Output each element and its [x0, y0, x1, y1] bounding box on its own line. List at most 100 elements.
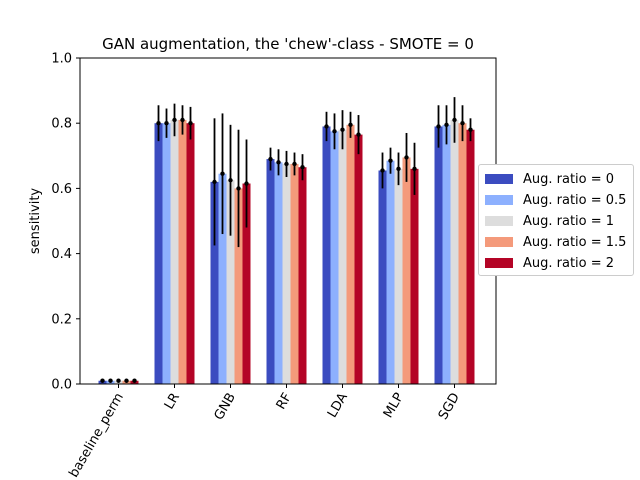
bar — [242, 183, 251, 384]
data-point — [180, 117, 185, 123]
chart-title: GAN augmentation, the 'chew'-class - SMO… — [102, 35, 474, 53]
data-point — [108, 378, 113, 383]
data-point — [332, 129, 337, 134]
y-tick-label: 0.2 — [51, 312, 72, 327]
bar — [290, 163, 299, 384]
legend-label: Aug. ratio = 1.5 — [523, 234, 627, 250]
bar — [282, 163, 291, 384]
legend-item: Aug. ratio = 0.5 — [485, 191, 626, 209]
data-point — [268, 156, 273, 162]
legend-item: Aug. ratio = 1 — [485, 212, 614, 230]
bar — [394, 168, 403, 384]
y-axis-label: sensitivity — [28, 188, 43, 255]
data-point — [444, 122, 449, 128]
data-point — [172, 117, 177, 123]
data-point — [300, 165, 305, 170]
y-tick-label: 0.4 — [51, 247, 72, 262]
y-tick-label: 0.6 — [51, 182, 72, 197]
bar — [186, 123, 195, 384]
data-point — [404, 155, 409, 160]
data-point — [436, 124, 441, 129]
x-axis: baseline_perm LR GNB RF LDA MLP SGD — [66, 384, 463, 480]
bar — [322, 126, 331, 385]
bar — [226, 180, 235, 384]
legend-label: Aug. ratio = 1 — [523, 213, 615, 229]
bar — [450, 119, 459, 384]
bar — [210, 181, 219, 384]
data-point — [100, 378, 105, 383]
data-point — [356, 132, 361, 137]
data-point — [388, 158, 393, 163]
x-tick-label: SGD — [436, 391, 463, 423]
data-point — [188, 121, 193, 126]
y-tick-label: 0.8 — [51, 117, 72, 132]
bar — [298, 167, 307, 384]
bar — [434, 126, 443, 385]
bar — [402, 157, 411, 384]
data-point — [124, 378, 129, 383]
bar — [386, 160, 395, 384]
bar — [410, 168, 419, 384]
x-tick-label: GNB — [212, 391, 239, 423]
bar — [458, 123, 467, 384]
data-point — [396, 166, 401, 172]
bar — [346, 124, 355, 384]
data-point — [132, 378, 137, 383]
data-point — [348, 122, 353, 128]
data-point — [276, 160, 281, 165]
legend-swatch — [485, 258, 513, 268]
x-tick-label: baseline_perm — [66, 391, 126, 480]
data-point — [412, 166, 417, 172]
y-tick-label: 1.0 — [51, 52, 72, 67]
legend-swatch — [485, 195, 513, 205]
bar — [274, 162, 283, 384]
data-point — [380, 168, 385, 173]
bar — [354, 134, 363, 384]
legend-label: Aug. ratio = 0.5 — [523, 192, 627, 208]
bar — [330, 131, 339, 384]
x-tick-label: MLP — [381, 390, 407, 420]
data-point — [292, 161, 297, 167]
bar — [466, 129, 475, 384]
legend-item: Aug. ratio = 2 — [485, 254, 614, 272]
bar — [178, 119, 187, 384]
plot-area — [98, 97, 475, 385]
bar — [234, 188, 243, 384]
bar — [162, 123, 171, 384]
legend: Aug. ratio = 0 Aug. ratio = 0.5 Aug. ratio… — [478, 164, 634, 276]
bar — [266, 159, 275, 384]
legend-item: Aug. ratio = 1.5 — [485, 233, 626, 251]
bar — [442, 124, 451, 384]
data-point — [340, 127, 345, 132]
data-point — [116, 378, 121, 383]
y-axis: 0.0 0.2 0.4 0.6 0.8 1.0 — [51, 52, 80, 393]
bar — [218, 173, 227, 384]
legend-swatch — [485, 174, 513, 184]
legend-item: Aug. ratio = 0 — [485, 170, 614, 188]
data-point — [284, 161, 289, 167]
data-point — [452, 117, 457, 123]
data-point — [468, 127, 473, 132]
bar — [170, 119, 179, 384]
bar — [338, 129, 347, 384]
data-point — [460, 121, 465, 126]
x-tick-label: LR — [162, 391, 183, 413]
data-point — [164, 121, 169, 126]
data-point — [228, 178, 233, 183]
data-point — [220, 171, 225, 176]
bar — [154, 123, 163, 384]
x-tick-label: LDA — [325, 390, 351, 420]
legend-label: Aug. ratio = 0 — [523, 171, 615, 187]
data-point — [236, 186, 241, 191]
data-point — [212, 179, 217, 185]
legend-swatch — [485, 216, 513, 226]
data-point — [324, 124, 329, 129]
y-tick-label: 0.0 — [51, 378, 72, 393]
x-tick-label: RF — [274, 391, 295, 413]
data-point — [156, 121, 161, 126]
data-point — [244, 181, 249, 186]
legend-swatch — [485, 237, 513, 247]
legend-label: Aug. ratio = 2 — [523, 255, 615, 271]
bar — [378, 170, 387, 384]
